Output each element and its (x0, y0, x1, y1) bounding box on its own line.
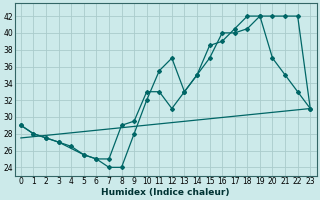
X-axis label: Humidex (Indice chaleur): Humidex (Indice chaleur) (101, 188, 230, 197)
